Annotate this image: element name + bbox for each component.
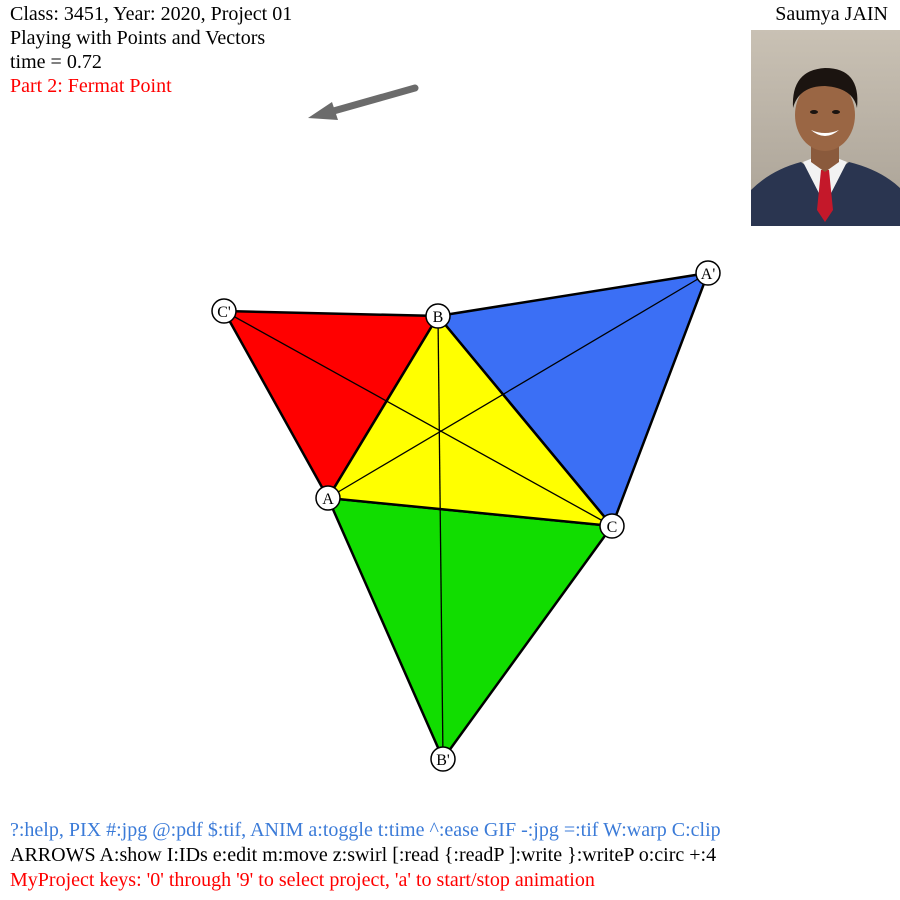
point-a-label: A bbox=[322, 491, 334, 508]
header: Class: 3451, Year: 2020, Project 01 Play… bbox=[10, 2, 292, 98]
point-b[interactable]: B bbox=[425, 303, 451, 329]
point-b-label: B bbox=[433, 309, 444, 326]
triangle-b-prime bbox=[325, 496, 615, 762]
line-a-a-prime bbox=[327, 272, 709, 499]
arrow-icon bbox=[308, 84, 419, 120]
project-title: Playing with Points and Vectors bbox=[10, 27, 266, 49]
time-readout: time = 0.72 bbox=[10, 51, 102, 73]
point-b-prime-label: B' bbox=[436, 752, 450, 769]
point-a-prime[interactable]: A' bbox=[695, 260, 721, 286]
point-a-prime-label: A' bbox=[701, 266, 716, 283]
arrows-keys-line: ARROWS A:show I:IDs e:edit m:move z:swir… bbox=[10, 844, 717, 866]
project-keys-line: MyProject keys: '0' through '9' to selec… bbox=[10, 869, 595, 891]
point-c-prime-label: C' bbox=[217, 304, 231, 321]
author-photo bbox=[751, 30, 900, 226]
line-b-b-prime bbox=[437, 315, 444, 760]
point-a[interactable]: A bbox=[315, 485, 341, 511]
footer-help: ?:help, PIX #:jpg @:pdf $:tif, ANIM a:to… bbox=[10, 818, 721, 893]
point-b-prime[interactable]: B' bbox=[430, 746, 456, 772]
part-title: Part 2: Fermat Point bbox=[10, 75, 172, 97]
class-info: Class: 3451, Year: 2020, Project 01 bbox=[10, 3, 293, 25]
author-name: Saumya JAIN bbox=[775, 3, 888, 25]
point-c-label: C bbox=[607, 519, 618, 536]
point-c[interactable]: C bbox=[599, 513, 625, 539]
triangle-abc bbox=[325, 313, 615, 528]
point-c-prime[interactable]: C' bbox=[211, 298, 237, 324]
help-keys-line: ?:help, PIX #:jpg @:pdf $:tif, ANIM a:to… bbox=[10, 819, 721, 841]
line-c-c-prime bbox=[223, 310, 613, 527]
